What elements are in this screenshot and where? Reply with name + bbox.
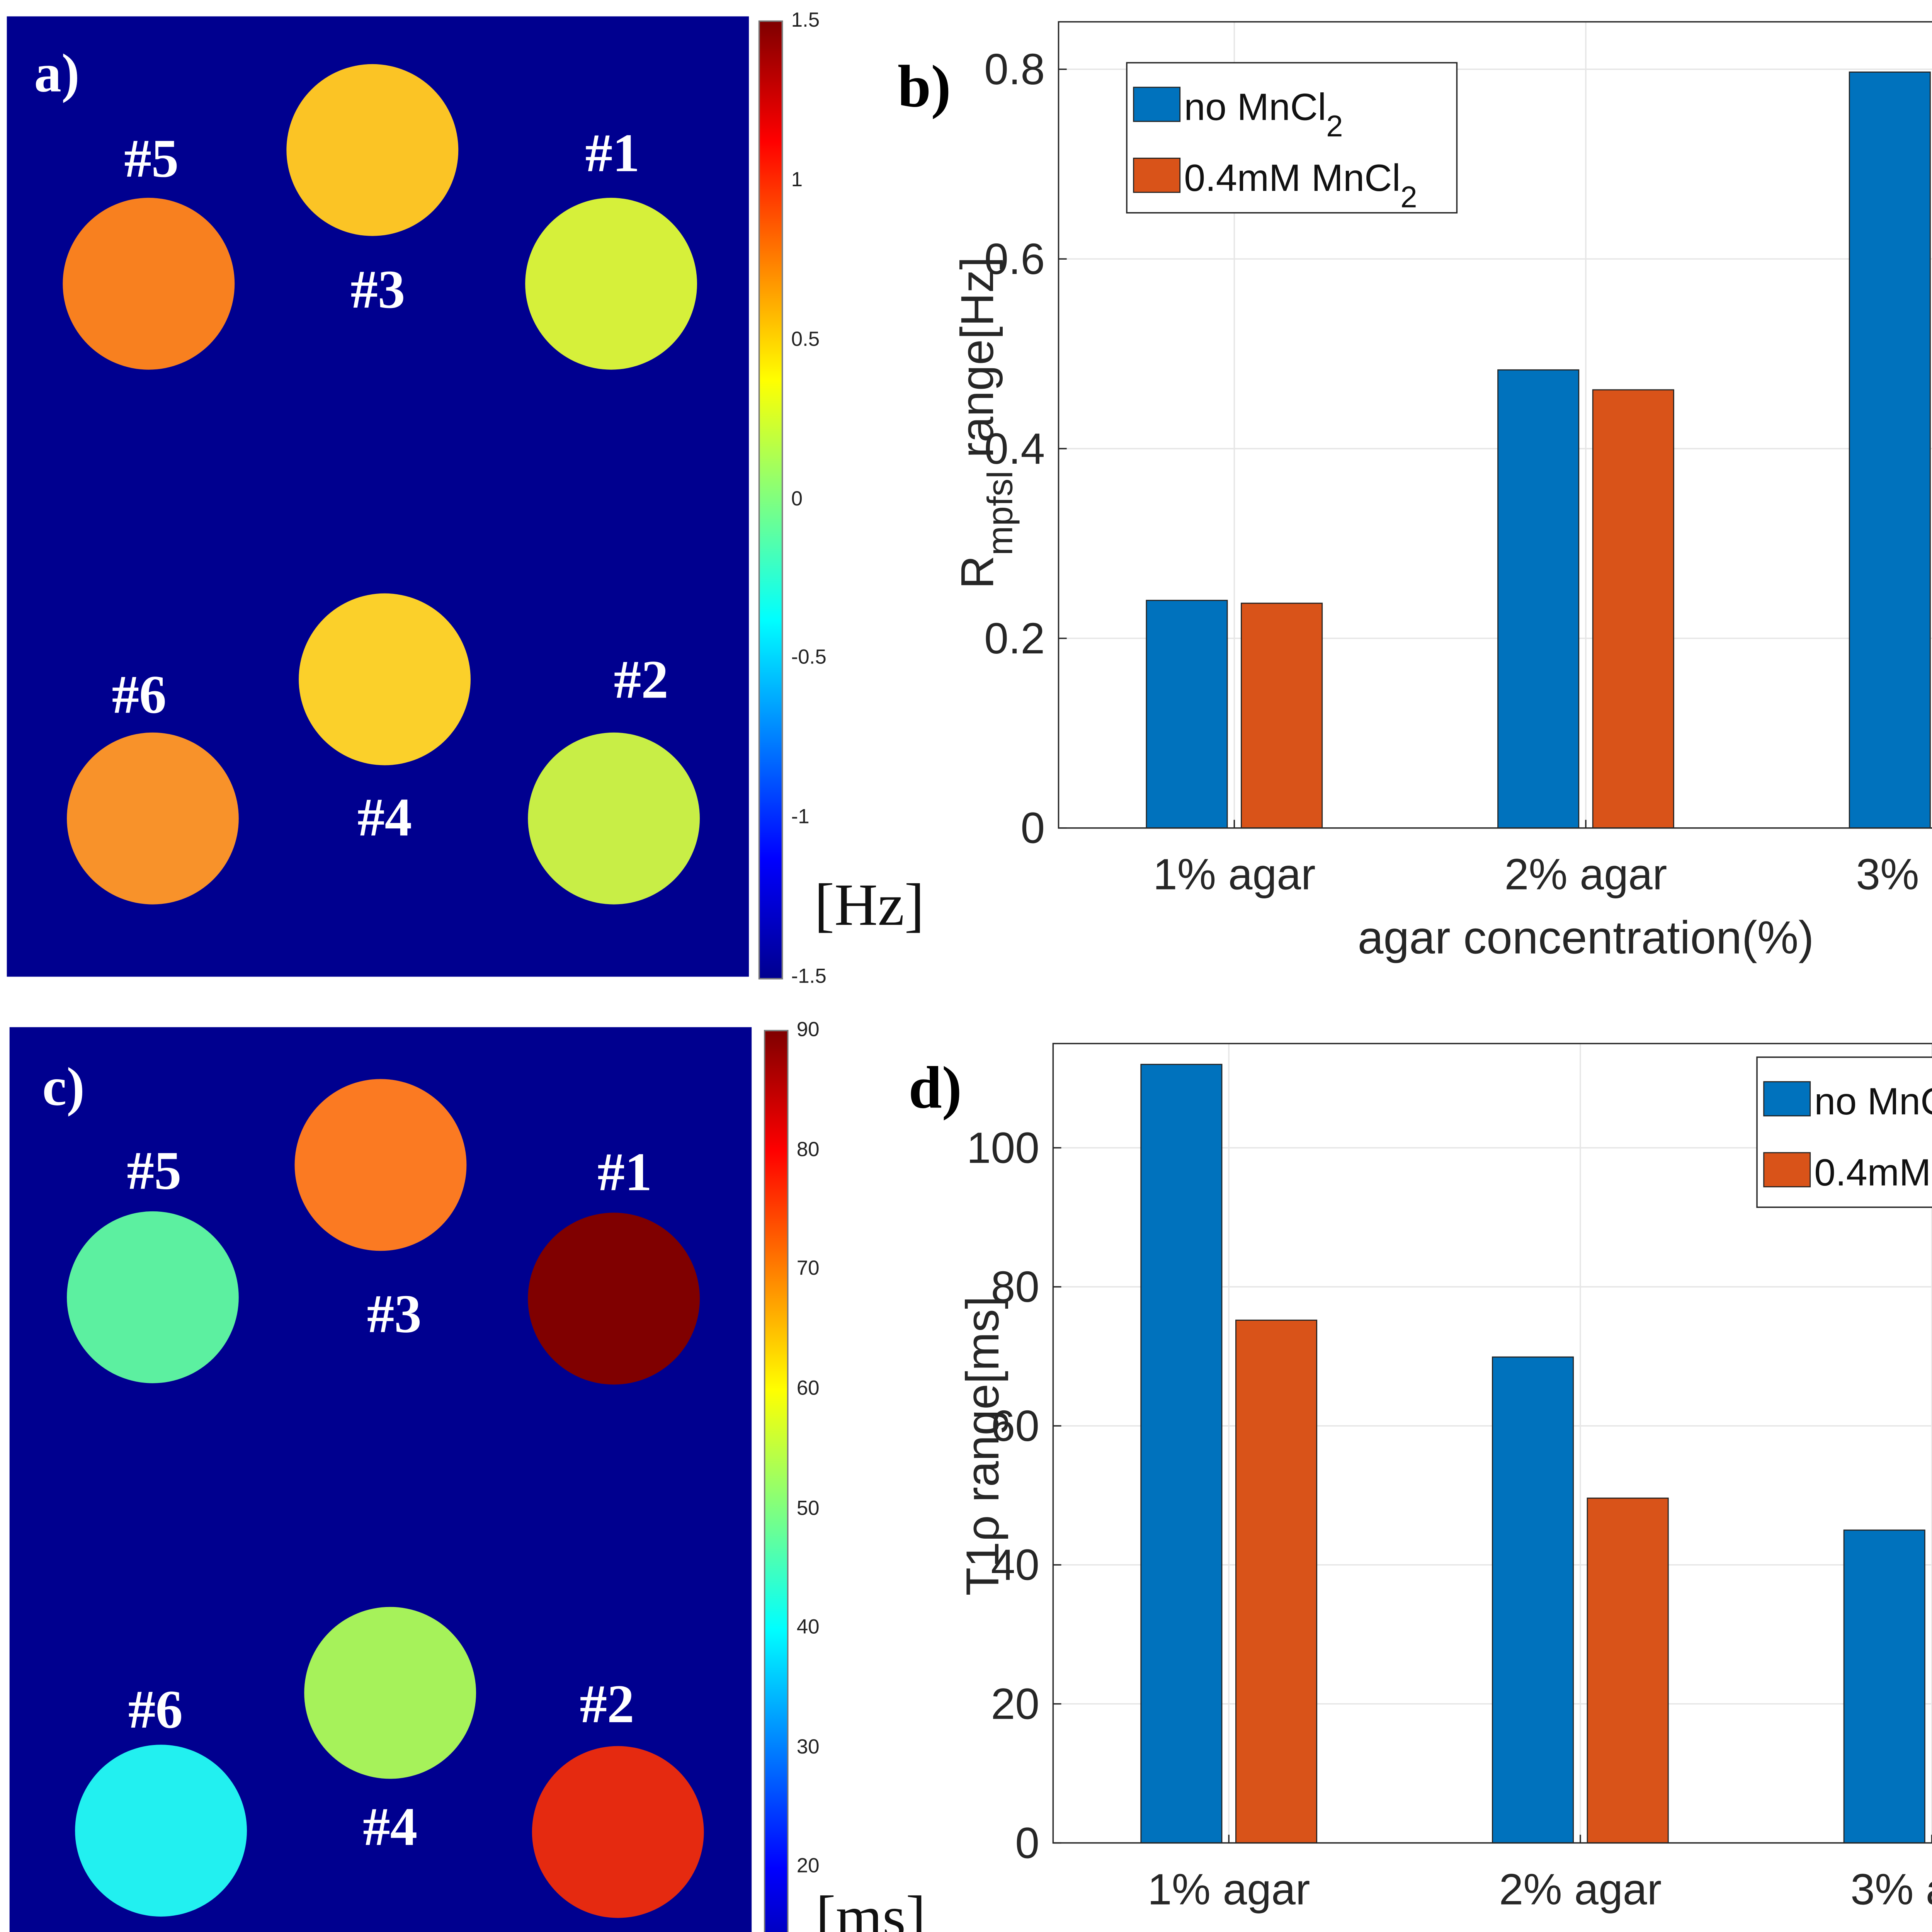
bar (1492, 1356, 1574, 1844)
panel-label-a: a) (34, 42, 80, 104)
x-tick-label: 2% agar (1499, 1865, 1662, 1913)
panel-b: b) 0 0.2 0.4 0.6 0.8 1% agar 2% agar 3% agar aga… (873, 0, 1932, 996)
phantom-label: #1 (585, 122, 640, 184)
legend-label: 0.4mM MnCl2 (1184, 156, 1417, 214)
phantom-label: #2 (580, 1673, 634, 1735)
x-tick-label: 2% agar (1505, 850, 1667, 899)
y-tick-label: 0.2 (984, 614, 1045, 663)
y-tick-label: 40 (991, 1541, 1039, 1589)
legend-swatch (1133, 87, 1181, 122)
phantom-disk (63, 197, 235, 370)
phantom-label: #4 (357, 786, 412, 848)
phantom-label: #3 (350, 258, 405, 320)
bar (1587, 1497, 1669, 1844)
bar (1235, 1320, 1318, 1844)
colorbar-tick-label: 30 (796, 1735, 820, 1759)
phantom-label: #5 (124, 128, 179, 189)
panel-label-b: b) (897, 53, 951, 120)
colorbar-tick-label: 40 (796, 1616, 820, 1639)
y-tick-label: 0 (1020, 804, 1045, 852)
x-tick-label: 1% agar (1148, 1865, 1310, 1913)
y-tick-label: 100 (967, 1123, 1039, 1172)
y-tick-label: 60 (991, 1401, 1039, 1450)
colorbar-a-unit: [Hz] (814, 871, 925, 939)
legend-swatch (1763, 1081, 1811, 1117)
bar (1497, 369, 1580, 829)
x-axis-label: agar concentration(%) (1358, 912, 1814, 964)
phantom-disk (299, 593, 471, 765)
x-tick-label: 3% agar (1850, 1865, 1932, 1913)
bar (1849, 71, 1931, 829)
phantom-disk (75, 1745, 247, 1917)
phantom-label: #1 (597, 1141, 652, 1202)
x-axis-label: agar concentration(%) (1352, 1927, 1808, 1932)
chart-d: 0 20 40 60 80 100 1% agar 2% agar 3% agar agar co… (957, 1043, 1932, 1932)
colorbar-tick-label: 90 (796, 1018, 820, 1042)
x-tick-label: 3% agar (1856, 850, 1932, 899)
legend-label: no MnCl2 (1814, 1080, 1932, 1137)
colorbar-tick-label: -1 (791, 806, 810, 829)
colorbar-tick-label: 70 (796, 1257, 820, 1281)
y-tick-label: 80 (991, 1262, 1039, 1311)
bar (1140, 1064, 1223, 1844)
legend-label: 0.4mM MnCl2 (1814, 1151, 1932, 1208)
y-axis-label: Rmpfsl range[Hz] (951, 257, 1020, 589)
phantom-label: #6 (112, 663, 167, 725)
panel-d: d) 0 20 40 60 80 100 1% agar 2% agar 3% agar agar… (873, 1009, 1932, 1932)
panel-a: a) #5 #3 #1 #6 #4 #2 1.5 1 0.5 0 -0.5 -1 -1.5 … (0, 0, 955, 996)
map-a: a) #5 #3 #1 #6 #4 #2 (7, 16, 749, 977)
legend-swatch (1763, 1152, 1811, 1187)
y-tick-label: 0.6 (984, 235, 1045, 283)
x-tick-label: 1% agar (1153, 850, 1316, 899)
legend-label: no MnCl2 (1184, 86, 1343, 143)
phantom-disk (66, 732, 239, 905)
colorbar-tick-label: -0.5 (791, 646, 827, 670)
phantom-disk (528, 1213, 700, 1385)
bar (1241, 602, 1323, 829)
y-tick-label: 20 (991, 1679, 1039, 1728)
colorbar-a (758, 20, 783, 980)
phantom-label: #3 (367, 1283, 422, 1345)
panel-label-d: d) (908, 1054, 962, 1121)
colorbar-c-unit: [ms] (816, 1884, 926, 1932)
panel-label-c: c) (42, 1056, 85, 1117)
phantom-disk (286, 64, 459, 236)
colorbar-tick-label: 0.5 (791, 327, 820, 351)
colorbar-tick-label: 20 (796, 1855, 820, 1878)
colorbar-tick-label: 80 (796, 1138, 820, 1161)
bar (1146, 600, 1228, 829)
phantom-disk (304, 1607, 476, 1779)
phantom-disk (532, 1746, 704, 1918)
colorbar-tick-label: 60 (796, 1377, 820, 1400)
phantom-disk (528, 732, 700, 905)
phantom-label: #4 (363, 1796, 418, 1857)
colorbar-tick-label: 50 (796, 1496, 820, 1520)
phantom-label: #6 (128, 1679, 183, 1740)
y-tick-label: 0 (1015, 1818, 1039, 1867)
legend-box (1126, 62, 1458, 214)
map-c: c) #5 #3 #1 #6 #4 #2 (9, 1027, 752, 1932)
panel-c: c) #5 #3 #1 #6 #4 #2 908070605040302010 … (0, 1009, 955, 1932)
bar (1592, 389, 1674, 829)
phantom-disk (294, 1079, 467, 1251)
y-tick-label: 0.4 (984, 424, 1045, 473)
colorbar-tick-label: 1.5 (791, 9, 820, 32)
colorbar-tick-label: 0 (791, 487, 803, 510)
colorbar-tick-label: -1.5 (791, 965, 827, 988)
y-tick-label: 0.8 (984, 45, 1045, 94)
bar (1843, 1529, 1925, 1844)
legend-swatch (1133, 158, 1181, 193)
phantom-label: #5 (127, 1139, 182, 1201)
colorbar-tick-label: 1 (791, 168, 803, 192)
phantom-disk (525, 197, 697, 370)
phantom-label: #2 (614, 648, 668, 710)
phantom-disk (66, 1211, 239, 1383)
y-axis-label: T1ρ range[ms] (957, 1296, 1009, 1595)
colorbar-c (764, 1030, 789, 1932)
chart-b: 0 0.2 0.4 0.6 0.8 1% agar 2% agar 3% agar agar c… (951, 21, 1932, 964)
